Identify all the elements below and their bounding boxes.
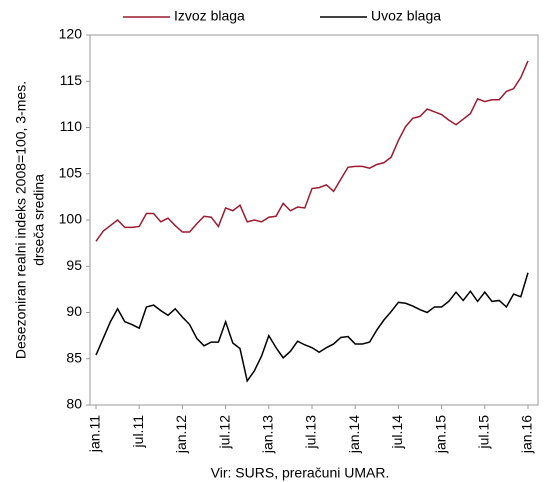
x-tick-label: jan.14 <box>346 415 362 454</box>
x-tick-label: jul.13 <box>303 415 319 450</box>
y-tick-label: 85 <box>66 349 82 365</box>
y-tick-label: 105 <box>59 164 83 180</box>
x-tick-label: jul.14 <box>389 415 405 450</box>
y-tick-label: 115 <box>60 72 83 88</box>
y-axis-label: drseča sredina <box>31 174 47 266</box>
y-tick-label: 80 <box>66 396 82 412</box>
x-tick-label: jan.16 <box>519 415 535 454</box>
legend-label: Uvoz blaga <box>371 8 441 24</box>
x-tick-label: jul.15 <box>476 415 492 450</box>
x-tick-label: jan.15 <box>432 415 448 454</box>
y-tick-label: 100 <box>59 211 83 227</box>
source-note: Vir: SURS, preračuni UMAR. <box>211 465 390 481</box>
x-tick-label: jan.11 <box>87 415 103 453</box>
y-tick-label: 120 <box>59 26 83 42</box>
y-tick-label: 90 <box>66 303 82 319</box>
series-line <box>95 60 529 242</box>
x-tick-label: jul.11 <box>130 415 146 449</box>
y-tick-label: 110 <box>60 118 83 134</box>
series-line <box>95 272 529 383</box>
y-tick-label: 95 <box>66 257 82 273</box>
x-tick-label: jan.13 <box>260 415 276 454</box>
x-tick-label: jul.12 <box>216 415 232 450</box>
legend-label: Izvoz blaga <box>174 8 245 24</box>
x-tick-label: jan.12 <box>173 415 189 454</box>
y-axis-label: Desezoniran realni indeks 2008=100, 3-me… <box>13 81 29 359</box>
